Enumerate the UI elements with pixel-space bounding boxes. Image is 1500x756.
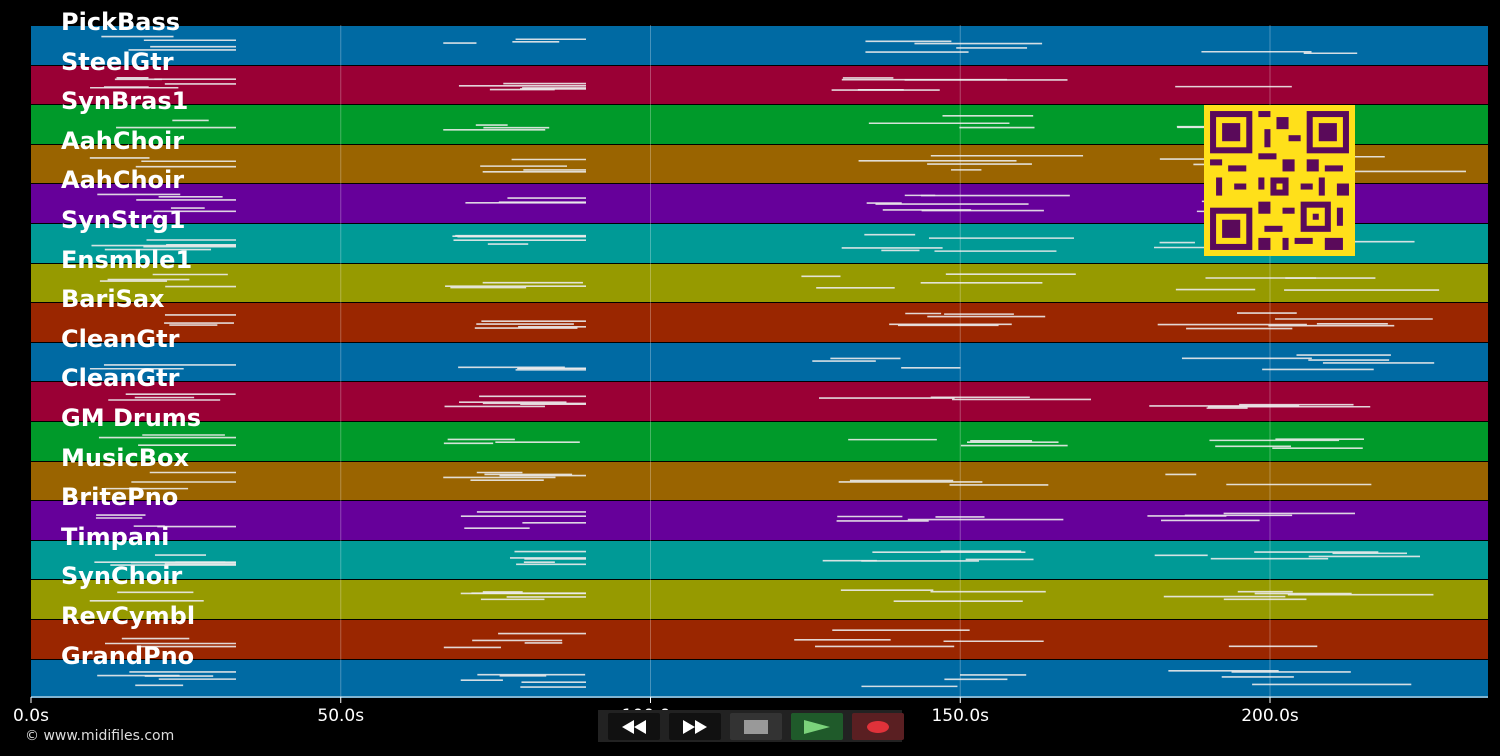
tick-label: 0.0s (13, 706, 49, 726)
play-button[interactable] (791, 713, 843, 740)
track-label: SynStrg1 (61, 206, 186, 234)
track-notes (98, 434, 1365, 449)
tick-label: 200.0s (1241, 706, 1299, 726)
track-notes (94, 550, 1421, 566)
play-icon (804, 719, 830, 734)
track-lane[interactable] (31, 500, 1488, 540)
credit-text: © www.midifiles.com (25, 728, 175, 744)
track-notes (164, 312, 1433, 330)
track-label: CleanGtr (61, 364, 180, 393)
stop-icon (744, 719, 768, 734)
track-lane[interactable] (31, 302, 1488, 342)
rewind-button[interactable] (608, 713, 660, 740)
track-notes (90, 76, 1292, 91)
track-label: Ensmble1 (61, 245, 193, 274)
track-lane[interactable] (31, 539, 1488, 580)
record-icon (867, 720, 889, 733)
stop-button[interactable] (730, 713, 782, 740)
track-label: AahChoir (61, 126, 185, 155)
track-notes (101, 35, 1358, 55)
transport-controls (598, 710, 904, 742)
track-notes (105, 629, 1318, 649)
tick-label: 50.0s (317, 706, 365, 726)
track-notes (108, 393, 1371, 410)
track-notes (99, 272, 1440, 291)
track-notes (89, 354, 1435, 371)
track-lane[interactable] (31, 381, 1488, 421)
track-lane[interactable] (31, 25, 1488, 65)
track-label: BritePno (61, 483, 179, 512)
qr-code-icon (1204, 105, 1355, 256)
rewind-icon (622, 719, 646, 734)
track-notes (95, 511, 1356, 530)
track-notes (104, 471, 1372, 490)
track-label: GrandPno (61, 641, 195, 670)
track-lane[interactable] (31, 579, 1488, 619)
track-label: Timpani (61, 522, 170, 551)
track-lane[interactable] (31, 341, 1488, 382)
track-lane[interactable] (31, 658, 1488, 699)
fast-forward-icon (683, 719, 707, 734)
track-label: SynChoir (61, 562, 183, 591)
track-lane[interactable] (31, 262, 1488, 303)
track-lane[interactable] (31, 421, 1488, 461)
track-lane[interactable] (31, 460, 1488, 501)
track-label: CleanGtr (61, 324, 180, 353)
track-label: SynBras1 (61, 87, 189, 116)
track-label: MusicBox (61, 443, 189, 472)
fast-forward-button[interactable] (669, 713, 721, 740)
track-label: PickBass (61, 8, 181, 36)
tick-label: 150.0s (931, 706, 990, 726)
track-notes (97, 669, 1412, 688)
record-button[interactable] (852, 713, 904, 740)
track-notes (89, 589, 1434, 603)
track-label: RevCymbl (61, 602, 196, 630)
track-label: SteelGtr (61, 47, 174, 76)
track-lane[interactable] (31, 619, 1488, 659)
track-label: AahChoir (61, 166, 185, 195)
track-label: BariSax (61, 285, 165, 314)
track-label: GM Drums (61, 404, 202, 432)
track-lane[interactable] (31, 64, 1488, 105)
